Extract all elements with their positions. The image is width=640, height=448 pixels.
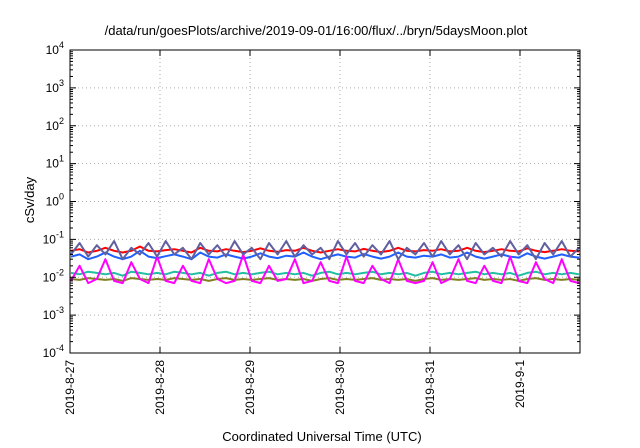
y-axis-label: cSv/day [22, 176, 37, 223]
x-tick-label: 2019-8-29 [243, 360, 257, 415]
y-tick-label: 101 [46, 154, 64, 171]
y-tick-label: 10-2 [43, 267, 64, 284]
y-tick-label: 104 [46, 40, 64, 57]
x-axis-label: Coordinated Universal Time (UTC) [222, 429, 421, 444]
y-tick-label: 10-3 [43, 305, 64, 322]
series-line-4 [70, 277, 580, 282]
x-tick-label: 2019-8-31 [423, 360, 437, 415]
y-tick-label: 10-1 [43, 229, 64, 246]
grid [70, 50, 580, 353]
x-tick-label: 2019-8-28 [153, 360, 167, 415]
y-tick-label: 102 [46, 116, 64, 133]
y-tick-label: 100 [46, 192, 64, 209]
x-axis-ticks: 2019-8-27 2019-8-28 2019-8-29 2019-8-30 2019… [63, 50, 527, 415]
chart-title: /data/run/goesPlots/archive/2019-09-01/1… [105, 23, 528, 38]
series-layer [70, 240, 580, 285]
y-tick-label: 103 [46, 78, 64, 95]
y-tick-label: 10-4 [43, 343, 64, 360]
x-tick-label: 2019-8-27 [63, 360, 77, 415]
series-line-5 [70, 253, 580, 285]
series-line-6 [70, 240, 580, 261]
series-line-1 [70, 245, 580, 254]
y-axis-ticks: 10-4 10-3 10-2 10-1 100 101 102 103 104 [43, 40, 580, 360]
x-tick-label: 2019-9-1 [513, 360, 527, 408]
x-tick-label: 2019-8-30 [333, 360, 347, 415]
